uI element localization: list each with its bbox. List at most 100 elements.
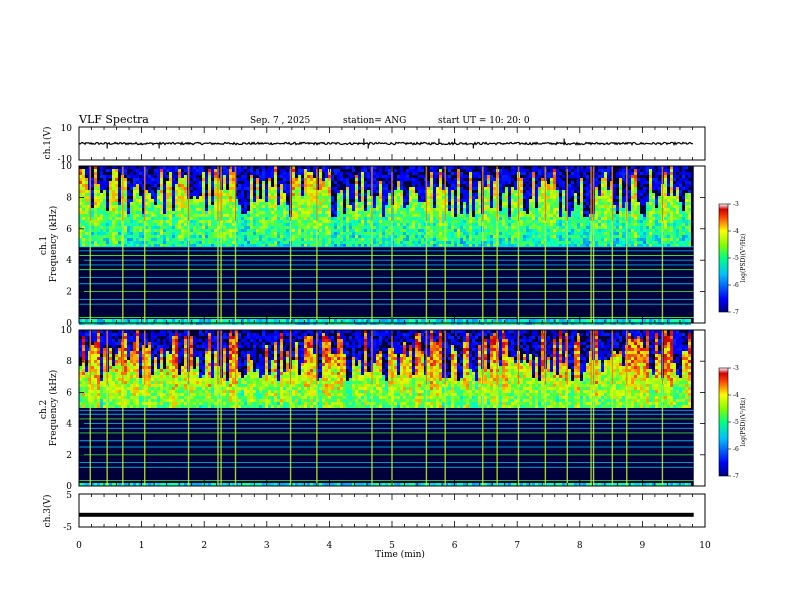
- ch1-spec-cell: [343, 178, 346, 181]
- ch1-spec-cell: [472, 181, 475, 184]
- ch1-spec-cell: [145, 172, 148, 175]
- ch1-spec-cell: [262, 205, 265, 208]
- ch1-spec-cell: [157, 319, 160, 322]
- ch1-spec-cell: [412, 199, 415, 202]
- ch1-spec-cell: [568, 193, 571, 196]
- ch1-spec-cell: [214, 205, 217, 208]
- ch1-spec-cell: [511, 319, 514, 322]
- ch1-spec-cell: [574, 211, 577, 214]
- ch1-spec-cell: [355, 244, 358, 247]
- ch1-spec-cell: [325, 238, 328, 241]
- ch1-spec-cell: [223, 175, 226, 178]
- ch1-spec-cell: [568, 166, 571, 169]
- ch1-spec-cell: [607, 226, 610, 229]
- ch1-spec-cell: [463, 208, 466, 211]
- ch1-spec-cell: [79, 202, 82, 205]
- ch1-spec-cell: [343, 214, 346, 217]
- ch1-spec-cell: [88, 220, 91, 223]
- ch1-spec-cell: [451, 229, 454, 232]
- ch1-spec-cell: [322, 214, 325, 217]
- ch1-spec-cell: [394, 169, 397, 172]
- ch1-spec-cell: [415, 223, 418, 226]
- ch1-spec-cell: [631, 226, 634, 229]
- ch1-spec-cell: [460, 190, 463, 193]
- ch1-spec-cell: [172, 226, 175, 229]
- ch1-spec-cell: [547, 220, 550, 223]
- ch1-spec-cell: [256, 199, 259, 202]
- ch1-spec-cell: [421, 244, 424, 247]
- ch1-spec-cell: [232, 190, 235, 193]
- ch1-spec-cell: [436, 319, 439, 322]
- ch1-spec-cell: [346, 223, 349, 226]
- ch1-spec-cell: [199, 214, 202, 217]
- ch1-spec-cell: [421, 235, 424, 238]
- ch1-waveform-panel: 10 -10 ch.1(V): [42, 124, 706, 165]
- ch1-spec-cell: [313, 202, 316, 205]
- ch1-spec-cell: [460, 217, 463, 220]
- ch1-spec-cell: [160, 241, 163, 244]
- ch1-spec-cell: [550, 223, 553, 226]
- ch1-spec-cell: [622, 169, 625, 172]
- ch1-spec-cell: [436, 214, 439, 217]
- ch1-spec-cell: [511, 229, 514, 232]
- ch1-spec-cell: [106, 238, 109, 241]
- ch1-spec-cell: [145, 202, 148, 205]
- ch1-spec-cell: [346, 244, 349, 247]
- ch1-spec-cell: [247, 184, 250, 187]
- ch1-spec-cell: [169, 229, 172, 232]
- ch1-spec-cell: [193, 190, 196, 193]
- ch1-spec-cell: [439, 169, 442, 172]
- ch1-spec-cell: [352, 241, 355, 244]
- ch1-spec-cell: [319, 238, 322, 241]
- ch1-spec-cell: [508, 238, 511, 241]
- ch1-spec-cell: [385, 235, 388, 238]
- ch1-spec-cell: [127, 184, 130, 187]
- ch1-spec-cell: [604, 241, 607, 244]
- ch1-spec-cell: [259, 241, 262, 244]
- ch1-spec-cell: [403, 211, 406, 214]
- ch1-spec-cell: [616, 208, 619, 211]
- ch1-spec-cell: [352, 193, 355, 196]
- ch1-spec-cell: [145, 226, 148, 229]
- ch1-spec-cell: [547, 226, 550, 229]
- ch1-spec-cell: [424, 190, 427, 193]
- ch1-spec-cell: [193, 319, 196, 322]
- ch1-spec-cell: [601, 187, 604, 190]
- ch1-spec-cell: [322, 181, 325, 184]
- ch1-spec-cell: [406, 169, 409, 172]
- ch1-spec-cell: [310, 244, 313, 247]
- ch1-spec-cell: [292, 244, 295, 247]
- ch1-spec-cell: [118, 220, 121, 223]
- ch1-spec-cell: [277, 175, 280, 178]
- ch1-spec-cell: [241, 190, 244, 193]
- ch1-spec-cell: [436, 235, 439, 238]
- ch1-spec-cell: [619, 184, 622, 187]
- ch1-spec-cell: [157, 178, 160, 181]
- ch1-spec-cell: [322, 223, 325, 226]
- ch1-spec-cell: [199, 229, 202, 232]
- ch1-spec-cell: [382, 238, 385, 241]
- ch1-spec-cell: [184, 169, 187, 172]
- ch1-spec-cell: [181, 193, 184, 196]
- ch1-spec-cell: [286, 166, 289, 169]
- ch1-spec-cell: [469, 199, 472, 202]
- ch1-spec-cell: [610, 166, 613, 169]
- ch1-spec-cell: [442, 229, 445, 232]
- ch1-spec-cell: [418, 166, 421, 169]
- ch1-spec-cell: [472, 232, 475, 235]
- ch1-spec-cell: [361, 223, 364, 226]
- ch1-spec-cell: [505, 178, 508, 181]
- ch1-spec-cell: [268, 226, 271, 229]
- ch1-spec-cell: [154, 223, 157, 226]
- ch1-spec-cell: [334, 223, 337, 226]
- ch1-spec-cell: [628, 244, 631, 247]
- ch1-spec-cell: [508, 175, 511, 178]
- ch1-spec-cell: [349, 190, 352, 193]
- ch1-spec-cell: [541, 220, 544, 223]
- ch1-spec-cell: [583, 187, 586, 190]
- ch1-spec-cell: [238, 184, 241, 187]
- ch1-spec-cell: [607, 214, 610, 217]
- ch1-spec-cell: [355, 196, 358, 199]
- ch1-spec-cell: [511, 169, 514, 172]
- ch1-spec-cell: [196, 214, 199, 217]
